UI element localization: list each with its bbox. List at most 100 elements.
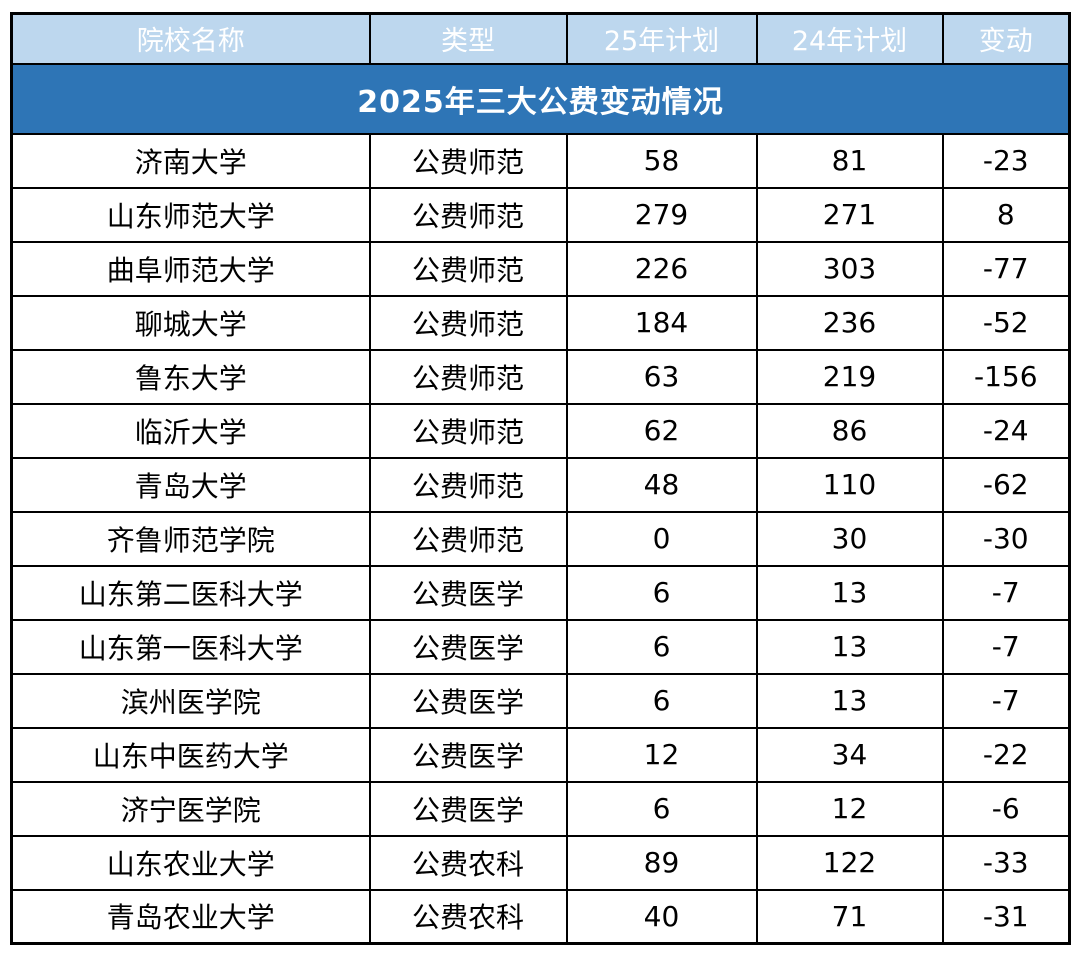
table-row: 曲阜师范大学 公费师范 226 303 -77: [10, 240, 1071, 297]
cell-plan-24: 13: [755, 564, 944, 621]
cell-type: 公费师范: [368, 402, 568, 459]
cell-change: -52: [941, 294, 1071, 351]
fee-change-table-container: 2025年三大公费变动情况 院校名称 类型 25年计划 24年计划 变动 济南大学 公费师…: [10, 12, 1071, 945]
cell-change: -7: [941, 672, 1071, 729]
cell-school-name: 山东第一医科大学: [10, 618, 371, 675]
cell-type: 公费师范: [368, 294, 568, 351]
cell-plan-25: 184: [565, 294, 758, 351]
table-row: 滨州医学院 公费医学 6 13 -7: [10, 672, 1071, 729]
cell-change: -30: [941, 510, 1071, 567]
table-row: 齐鲁师范学院 公费师范 0 30 -30: [10, 510, 1071, 567]
cell-school-name: 山东中医药大学: [10, 726, 371, 783]
header-row: 院校名称 类型 25年计划 24年计划 变动: [10, 12, 1071, 65]
cell-type: 公费师范: [368, 348, 568, 405]
cell-type: 公费农科: [368, 888, 568, 945]
cell-plan-24: 236: [755, 294, 944, 351]
table-row: 青岛农业大学 公费农科 40 71 -31: [10, 888, 1071, 945]
cell-type: 公费医学: [368, 618, 568, 675]
cell-plan-24: 13: [755, 672, 944, 729]
cell-plan-25: 226: [565, 240, 758, 297]
table-row: 青岛大学 公费师范 48 110 -62: [10, 456, 1071, 513]
cell-type: 公费师范: [368, 456, 568, 513]
cell-change: -77: [941, 240, 1071, 297]
table-row: 济宁医学院 公费医学 6 12 -6: [10, 780, 1071, 837]
cell-type: 公费师范: [368, 510, 568, 567]
cell-school-name: 山东第二医科大学: [10, 564, 371, 621]
cell-plan-25: 62: [565, 402, 758, 459]
cell-plan-25: 63: [565, 348, 758, 405]
cell-plan-24: 71: [755, 888, 944, 945]
cell-type: 公费医学: [368, 564, 568, 621]
cell-school-name: 临沂大学: [10, 402, 371, 459]
cell-plan-25: 89: [565, 834, 758, 891]
cell-change: -6: [941, 780, 1071, 837]
cell-plan-24: 122: [755, 834, 944, 891]
cell-plan-25: 6: [565, 564, 758, 621]
cell-change: -33: [941, 834, 1071, 891]
cell-plan-25: 12: [565, 726, 758, 783]
cell-plan-24: 30: [755, 510, 944, 567]
column-header-school-name: 院校名称: [10, 12, 371, 65]
column-header-change: 变动: [941, 12, 1071, 65]
cell-plan-25: 58: [565, 132, 758, 189]
cell-school-name: 齐鲁师范学院: [10, 510, 371, 567]
column-header-plan-24: 24年计划: [755, 12, 944, 65]
table-title-row: 2025年三大公费变动情况: [10, 62, 1071, 135]
cell-school-name: 聊城大学: [10, 294, 371, 351]
cell-plan-24: 34: [755, 726, 944, 783]
fee-change-table: 2025年三大公费变动情况 院校名称 类型 25年计划 24年计划 变动 济南大学 公费师…: [10, 12, 1071, 945]
column-header-type: 类型: [368, 12, 568, 65]
cell-school-name: 滨州医学院: [10, 672, 371, 729]
cell-change: -62: [941, 456, 1071, 513]
cell-school-name: 山东师范大学: [10, 186, 371, 243]
table-row: 山东师范大学 公费师范 279 271 8: [10, 186, 1071, 243]
cell-type: 公费师范: [368, 186, 568, 243]
cell-plan-24: 81: [755, 132, 944, 189]
cell-type: 公费农科: [368, 834, 568, 891]
cell-change: -7: [941, 618, 1071, 675]
cell-plan-25: 6: [565, 672, 758, 729]
cell-plan-25: 48: [565, 456, 758, 513]
cell-plan-25: 6: [565, 618, 758, 675]
table-row: 山东第二医科大学 公费医学 6 13 -7: [10, 564, 1071, 621]
cell-plan-24: 86: [755, 402, 944, 459]
table-row: 山东第一医科大学 公费医学 6 13 -7: [10, 618, 1071, 675]
cell-change: -24: [941, 402, 1071, 459]
cell-plan-25: 6: [565, 780, 758, 837]
cell-school-name: 济宁医学院: [10, 780, 371, 837]
table-row: 临沂大学 公费师范 62 86 -24: [10, 402, 1071, 459]
cell-school-name: 山东农业大学: [10, 834, 371, 891]
cell-plan-24: 219: [755, 348, 944, 405]
cell-change: 8: [941, 186, 1071, 243]
table-row: 山东农业大学 公费农科 89 122 -33: [10, 834, 1071, 891]
table-title: 2025年三大公费变动情况: [10, 62, 1071, 135]
table-row: 鲁东大学 公费师范 63 219 -156: [10, 348, 1071, 405]
cell-plan-25: 40: [565, 888, 758, 945]
cell-plan-24: 12: [755, 780, 944, 837]
cell-plan-25: 0: [565, 510, 758, 567]
cell-type: 公费师范: [368, 240, 568, 297]
table-row: 聊城大学 公费师范 184 236 -52: [10, 294, 1071, 351]
cell-plan-24: 303: [755, 240, 944, 297]
cell-change: -23: [941, 132, 1071, 189]
table-row: 济南大学 公费师范 58 81 -23: [10, 132, 1071, 189]
cell-plan-24: 271: [755, 186, 944, 243]
cell-plan-24: 13: [755, 618, 944, 675]
cell-school-name: 济南大学: [10, 132, 371, 189]
cell-type: 公费医学: [368, 726, 568, 783]
cell-school-name: 青岛农业大学: [10, 888, 371, 945]
cell-plan-24: 110: [755, 456, 944, 513]
table-body: 济南大学 公费师范 58 81 -23 山东师范大学 公费师范 279 271 8 曲阜师范大学 公费…: [10, 132, 1071, 945]
table-row: 山东中医药大学 公费医学 12 34 -22: [10, 726, 1071, 783]
cell-type: 公费医学: [368, 672, 568, 729]
cell-change: -31: [941, 888, 1071, 945]
column-header-plan-25: 25年计划: [565, 12, 758, 65]
cell-school-name: 鲁东大学: [10, 348, 371, 405]
cell-school-name: 青岛大学: [10, 456, 371, 513]
cell-type: 公费师范: [368, 132, 568, 189]
cell-plan-25: 279: [565, 186, 758, 243]
cell-type: 公费医学: [368, 780, 568, 837]
cell-change: -22: [941, 726, 1071, 783]
cell-change: -156: [941, 348, 1071, 405]
cell-change: -7: [941, 564, 1071, 621]
